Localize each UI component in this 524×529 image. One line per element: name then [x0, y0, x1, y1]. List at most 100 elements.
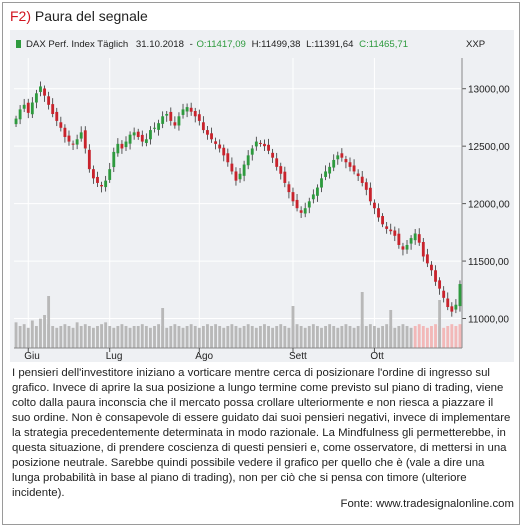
candle-body	[283, 171, 287, 183]
candle-body	[373, 202, 376, 209]
volume-bar	[26, 327, 30, 348]
volume-bar	[238, 327, 242, 348]
candle-body	[157, 123, 161, 130]
volume-bar	[218, 326, 222, 348]
candle-body	[360, 176, 364, 183]
candle-body	[177, 116, 181, 126]
candle-body	[47, 96, 51, 105]
volume-spike	[47, 296, 51, 348]
volume-bar	[144, 326, 148, 348]
volume-bar	[254, 327, 258, 348]
volume-spike	[291, 306, 295, 348]
candle-body	[368, 187, 372, 202]
volume-bar	[421, 326, 425, 348]
volume-bar	[299, 326, 303, 348]
volume-spike	[438, 300, 442, 348]
volume-bar	[373, 326, 376, 348]
volume-bar	[324, 326, 327, 348]
candle-body	[120, 143, 124, 149]
candle-body	[39, 86, 42, 92]
axis-unit: XXP	[466, 39, 485, 50]
candle-body	[458, 284, 462, 307]
candle-body	[446, 298, 450, 308]
chart-panel: DAX Perf. Index Täglich 31.10.2018 - O:1…	[10, 30, 514, 362]
legend-candle-icon	[16, 40, 21, 48]
volume-bar	[153, 326, 156, 348]
candle-body	[83, 130, 87, 149]
candle-body	[30, 102, 34, 115]
volume-bar	[409, 327, 413, 348]
volume-bar	[87, 326, 91, 348]
volume-bar	[430, 326, 433, 348]
x-axis: Giu Lug Ago Sett Ott	[14, 347, 462, 362]
volume-bar	[283, 326, 287, 348]
volume-bar	[250, 326, 254, 348]
volume-bar	[43, 315, 46, 348]
volume-bar	[385, 324, 389, 348]
volume-bar	[446, 326, 450, 348]
candle-body	[96, 176, 99, 183]
volume-bar	[352, 327, 356, 348]
candle-body	[22, 104, 26, 109]
volume-bar	[30, 320, 34, 348]
volume-bar	[14, 322, 18, 348]
volume-bar	[303, 327, 307, 348]
volume-bar	[177, 326, 181, 348]
volume-bar	[401, 324, 405, 348]
y-tick-label: 13000,00	[468, 85, 510, 96]
volume-bar	[79, 326, 83, 348]
candle-body	[230, 163, 234, 172]
candle-body	[401, 246, 405, 250]
candle-body	[132, 132, 136, 136]
candle-body	[303, 208, 307, 214]
candle-body	[254, 141, 258, 147]
legend-date: 31.10.2018	[136, 39, 184, 50]
volume-bar	[181, 327, 185, 348]
volume-bar	[112, 327, 116, 348]
candle-body	[417, 234, 421, 243]
candle-body	[136, 131, 140, 137]
candle-body	[153, 127, 156, 129]
candle-body	[332, 159, 336, 168]
volume-bar	[413, 326, 417, 348]
x-tick-label: Giu	[24, 351, 40, 362]
candle-body	[246, 155, 250, 166]
candle-body	[430, 264, 433, 271]
volume-bar	[83, 324, 87, 348]
figure-title-text: Paura del segnale	[34, 8, 148, 24]
figure-tag: F2)	[10, 8, 31, 24]
volume-bar	[55, 327, 59, 348]
volume-bar	[405, 326, 409, 348]
candle-body	[104, 180, 108, 188]
candle-body	[336, 155, 340, 160]
candle-body	[100, 185, 103, 187]
candle-body	[51, 104, 55, 114]
volume-bar	[279, 324, 283, 348]
candle-body	[413, 233, 417, 241]
volume-bar	[201, 326, 205, 348]
candle-body	[87, 149, 91, 170]
candle-body	[108, 169, 112, 180]
candle-body	[295, 199, 299, 209]
volume-bar	[189, 324, 193, 348]
legend-open-label: O:	[196, 39, 206, 50]
legend-low-label: L:	[306, 39, 314, 50]
y-tick-label: 11000,00	[468, 315, 509, 326]
candle-body	[149, 130, 152, 140]
volume-bar	[434, 324, 437, 348]
x-tick-label: Ago	[195, 351, 213, 362]
volume-bar	[246, 324, 250, 348]
candle-body	[250, 148, 254, 155]
candle-body	[258, 142, 262, 144]
candle-body	[234, 171, 238, 181]
volume-bar	[242, 326, 246, 348]
volume-bar	[197, 327, 201, 348]
candle-body	[315, 187, 319, 196]
candle-body	[116, 143, 120, 154]
candle-body	[79, 132, 83, 139]
candle-body	[67, 135, 71, 142]
volume-bar	[381, 326, 385, 348]
candle-body	[385, 226, 389, 229]
candle-body	[161, 116, 165, 124]
candle-body	[59, 122, 63, 128]
